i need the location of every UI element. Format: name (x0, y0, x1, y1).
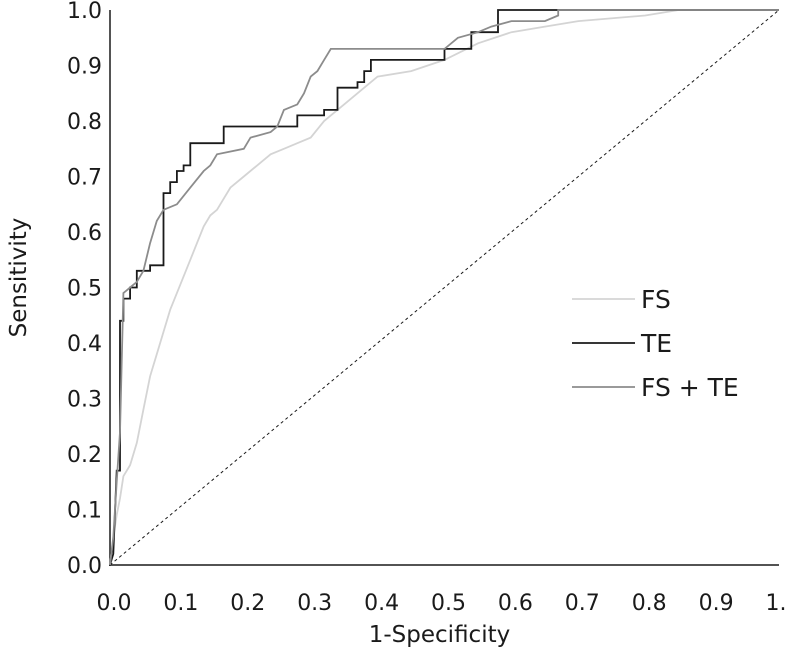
y-tick-label: 0.6 (67, 221, 102, 246)
y-tick-label: 0.1 (67, 499, 102, 524)
x-tick-label: 0.3 (297, 591, 332, 616)
x-tick-label: 1.0 (766, 591, 787, 616)
legend-label: TE (640, 329, 672, 358)
y-axis-title: Sensitivity (6, 218, 32, 338)
legend-label: FS + TE (641, 373, 739, 402)
legend: FS TE FS + TE (572, 285, 739, 402)
x-tick-label: 0.2 (230, 591, 265, 616)
y-tick-label: 0.5 (67, 277, 102, 302)
x-axis-ticks: 0.0 0.1 0.2 0.3 0.4 0.5 0.6 0.7 0.8 0.9 1.0 (97, 591, 787, 616)
diagonal-reference-line (109, 9, 780, 566)
x-tick-label: 0.0 (97, 591, 132, 616)
x-tick-label: 0.7 (565, 591, 600, 616)
y-tick-label: 0.0 (67, 554, 102, 579)
y-tick-label: 0.3 (67, 388, 102, 413)
y-tick-label: 0.2 (67, 443, 102, 468)
series-line-fs (109, 9, 779, 566)
x-axis-title: 1-Specificity (369, 622, 510, 648)
plot-area (109, 9, 780, 566)
series-layer (109, 9, 779, 566)
y-axis-ticks: 0.0 0.1 0.2 0.3 0.4 0.5 0.6 0.7 0.8 0.9 1.0 (67, 0, 102, 579)
x-tick-label: 0.1 (163, 591, 198, 616)
x-tick-label: 0.4 (364, 591, 399, 616)
series-line-fs-te (109, 9, 779, 566)
y-tick-label: 0.9 (67, 55, 102, 80)
x-tick-label: 0.9 (699, 591, 734, 616)
x-tick-label: 0.5 (431, 591, 466, 616)
y-tick-label: 0.7 (67, 166, 102, 191)
x-tick-label: 0.8 (632, 591, 667, 616)
legend-label: FS (641, 285, 671, 314)
y-tick-label: 1.0 (67, 0, 102, 24)
y-tick-label: 0.8 (67, 110, 102, 135)
x-tick-label: 0.6 (498, 591, 533, 616)
y-tick-label: 0.4 (67, 332, 102, 357)
series-line-te (109, 9, 779, 566)
